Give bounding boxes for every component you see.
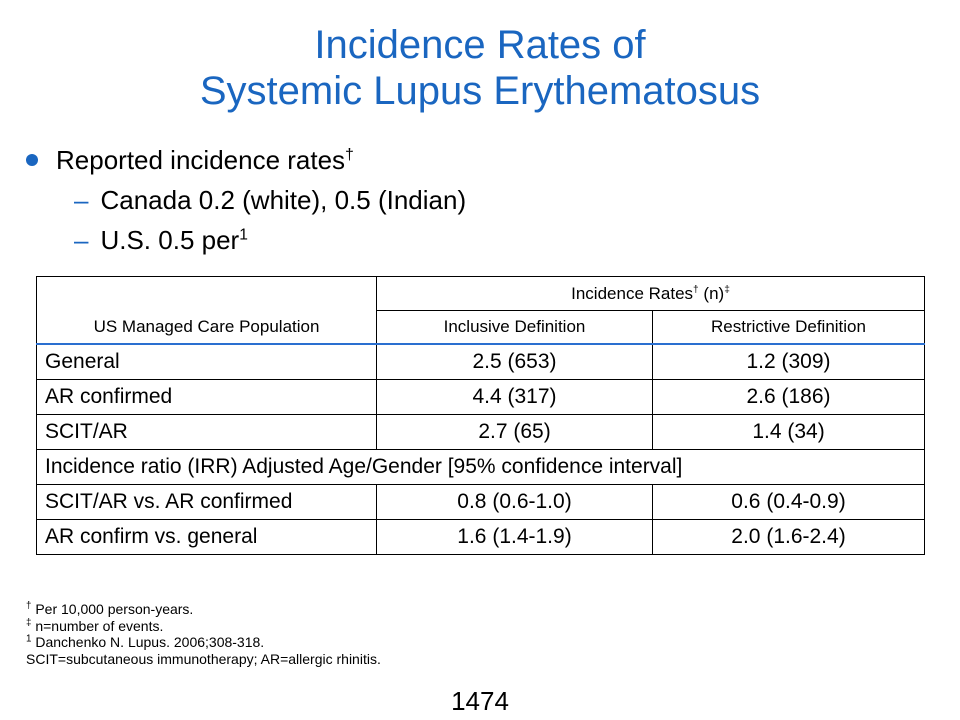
footnote-double-dagger: ‡ bbox=[26, 616, 32, 628]
sub-bullet-us-superscript: 1 bbox=[239, 226, 248, 244]
sub-bullet-canada-text: Canada 0.2 (white), 0.5 (Indian) bbox=[100, 185, 467, 215]
inclusive-value: 4.4 (317) bbox=[376, 379, 653, 415]
bullet-main-text: Reported incidence rates bbox=[56, 145, 346, 175]
footnotes: † Per 10,000 person-years. ‡ n=number of… bbox=[26, 601, 381, 667]
footnote-abbreviations: SCIT=subcutaneous immunotherapy; AR=alle… bbox=[26, 650, 381, 667]
footnote-dagger: † bbox=[26, 600, 32, 612]
footnote-number: 1 bbox=[26, 633, 32, 645]
row-label: AR confirm vs. general bbox=[36, 519, 377, 555]
slide-title-line-1: Incidence Rates of bbox=[314, 23, 646, 67]
restrictive-value: 2.0 (1.6-2.4) bbox=[652, 519, 925, 555]
incidence-rates-header-text: Incidence Rates bbox=[571, 283, 694, 303]
incidence-rates-header-n: (n) bbox=[698, 283, 725, 303]
footnote-reference: 1 Danchenko N. Lupus. 2006;308-318. bbox=[26, 634, 381, 651]
footnote-text: n=number of events. bbox=[31, 617, 164, 634]
inclusive-definition-header: Inclusive Definition bbox=[376, 310, 653, 345]
table-header-row: US Managed Care Population Incidence Rat… bbox=[36, 276, 925, 345]
footnote-text: Danchenko N. Lupus. 2006;308-318. bbox=[31, 634, 265, 650]
row-label: SCIT/AR vs. AR confirmed bbox=[36, 484, 377, 520]
slide-title-line-2: Systemic Lupus Erythematosus bbox=[199, 69, 761, 113]
inclusive-value: 2.5 (653) bbox=[376, 343, 653, 380]
table-row: SCIT/AR 2.7 (65) 1.4 (34) bbox=[36, 414, 925, 450]
incidence-ratio-section-label: Incidence ratio (IRR) Adjusted Age/Gende… bbox=[36, 449, 925, 485]
row-label: General bbox=[36, 343, 377, 380]
footnote-per-person-years: † Per 10,000 person-years. bbox=[26, 601, 381, 618]
sub-bullet-us-text: U.S. 0.5 per bbox=[100, 225, 240, 255]
row-label: AR confirmed bbox=[36, 379, 377, 415]
row-label: SCIT/AR bbox=[36, 414, 377, 450]
sub-bullet-canada: – Canada 0.2 (white), 0.5 (Indian) bbox=[74, 180, 466, 220]
restrictive-value: 2.6 (186) bbox=[652, 379, 925, 415]
table-row: SCIT/AR vs. AR confirmed 0.8 (0.6-1.0) 0… bbox=[36, 484, 925, 520]
incidence-rates-header-sup-2: ‡ bbox=[724, 283, 730, 295]
table-section-row: Incidence ratio (IRR) Adjusted Age/Gende… bbox=[36, 449, 925, 485]
dash-icon: – bbox=[74, 185, 89, 215]
restrictive-value: 1.2 (309) bbox=[652, 343, 925, 380]
inclusive-value: 0.8 (0.6-1.0) bbox=[376, 484, 653, 520]
bullet-main-superscript: † bbox=[345, 146, 354, 164]
table-row: AR confirmed 4.4 (317) 2.6 (186) bbox=[36, 379, 925, 415]
sub-bullet-us: – U.S. 0.5 per1 bbox=[74, 220, 248, 260]
page-number: 1474 bbox=[451, 686, 509, 716]
bullet-dot-icon bbox=[26, 154, 38, 167]
inclusive-value: 1.6 (1.4-1.9) bbox=[376, 519, 653, 555]
restrictive-definition-header: Restrictive Definition bbox=[652, 310, 925, 345]
dash-icon: – bbox=[74, 225, 89, 255]
incidence-table: US Managed Care Population Incidence Rat… bbox=[36, 276, 925, 555]
bullet-main: Reported incidence rates† bbox=[26, 140, 354, 180]
footnote-text: Per 10,000 person-years. bbox=[31, 601, 194, 617]
footnote-events: ‡ n=number of events. bbox=[26, 616, 381, 635]
restrictive-value: 1.4 (34) bbox=[652, 414, 925, 450]
table-row: General 2.5 (653) 1.2 (309) bbox=[36, 343, 925, 380]
table-row: AR confirm vs. general 1.6 (1.4-1.9) 2.0… bbox=[36, 519, 925, 555]
restrictive-value: 0.6 (0.4-0.9) bbox=[652, 484, 925, 520]
incidence-rates-header-sup-1: † bbox=[693, 283, 699, 295]
population-header: US Managed Care Population bbox=[36, 276, 377, 345]
inclusive-value: 2.7 (65) bbox=[376, 414, 653, 450]
slide-title: Incidence Rates of Systemic Lupus Erythe… bbox=[0, 22, 960, 114]
incidence-rates-header: Incidence Rates† (n)‡ bbox=[376, 276, 925, 311]
